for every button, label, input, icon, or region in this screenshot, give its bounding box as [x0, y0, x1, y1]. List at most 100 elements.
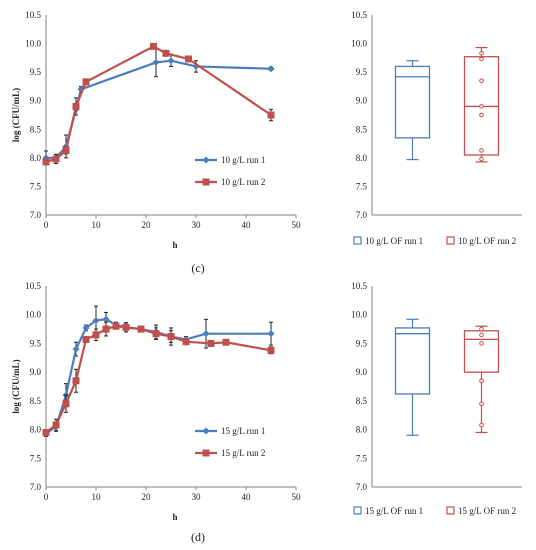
x-tick-label: 0 [44, 492, 49, 502]
y-tick-label: 8.5 [30, 396, 42, 406]
y-axis-label: log (CFU/mL) [11, 88, 21, 142]
data-point [150, 42, 157, 50]
x-tick-label: 40 [242, 220, 252, 230]
panel-label-c: (c) [191, 261, 204, 275]
y-tick-label: 8.5 [356, 396, 368, 406]
legend-label: 15 g/L run 1 [221, 426, 265, 436]
box-1: 10 g/L OF run 1 [353, 60, 431, 246]
x-axis-label: h [172, 240, 177, 250]
legend-label: 15 g/L OF run 1 [365, 506, 423, 516]
chart-d-box: 7.0 7.5 8.0 8.5 9.0 9.5 10.0 10.5 15 g/L OF run … [351, 281, 522, 516]
panel-label-d: (d) [191, 530, 205, 544]
y-tick-label: 10.5 [25, 281, 41, 291]
data-point [52, 155, 60, 163]
data-point [72, 377, 80, 385]
y-tick-label: 9.5 [30, 338, 42, 348]
data-point [185, 55, 192, 63]
y-tick-label: 8.5 [30, 124, 42, 134]
x-tick-label: 50 [292, 220, 302, 230]
box-point [479, 148, 484, 153]
data-point [72, 345, 80, 353]
y-tick-label: 10.0 [25, 310, 41, 320]
y-tick-label: 8.0 [356, 425, 368, 435]
legend-swatch [446, 506, 455, 515]
x-axis-label: h [172, 512, 177, 522]
series-line [46, 59, 272, 159]
y-tick-label: 7.5 [356, 453, 368, 463]
y-tick-label: 10.0 [351, 39, 367, 49]
x-tick-label: 30 [192, 220, 202, 230]
legend-swatch [353, 236, 362, 245]
y-tick-label: 7.0 [356, 210, 368, 220]
y-tick-label: 9.5 [30, 67, 42, 77]
y-axis-label: log (CFU/mL) [11, 359, 21, 413]
legend-label: 10 g/L run 1 [221, 155, 265, 165]
legend-marker [202, 449, 210, 457]
data-point [92, 316, 100, 324]
y-tick-label: 8.0 [30, 425, 42, 435]
data-point [207, 339, 215, 347]
x-tick-label: 0 [44, 220, 49, 230]
box-point [479, 422, 484, 428]
data-point [202, 330, 210, 338]
data-point [152, 330, 160, 338]
data-point [162, 49, 170, 57]
legend-marker [202, 178, 210, 186]
x-tick-label: 20 [142, 220, 152, 230]
box-point [479, 378, 484, 384]
data-point [152, 58, 160, 66]
y-tick-label: 7.5 [356, 181, 368, 191]
data-point [42, 158, 50, 166]
data-point [102, 325, 110, 333]
data-point [267, 346, 275, 354]
box-point [479, 341, 484, 346]
y-tick-label: 9.0 [30, 96, 42, 106]
y-tick-label: 9.5 [356, 67, 368, 77]
x-tick-label: 50 [292, 492, 302, 502]
y-tick-label: 9.0 [30, 367, 42, 377]
box-point [479, 326, 484, 332]
y-tick-label: 8.5 [356, 124, 368, 134]
data-point [267, 111, 275, 119]
legend-marker [202, 156, 210, 164]
data-point [137, 325, 145, 333]
chart-c-line: 7.0 7.5 8.0 8.5 9.0 9.5 10.0 10.5 0 10 20 30 40 50 h lo… [11, 10, 301, 250]
y-tick-label: 8.0 [30, 153, 42, 163]
data-point [102, 315, 110, 323]
x-tick-label: 20 [142, 492, 152, 502]
data-point [122, 323, 130, 331]
y-tick-label: 10.5 [351, 281, 367, 291]
box-point [479, 156, 484, 162]
box-point [479, 332, 484, 338]
box-iqr [394, 65, 431, 139]
y-tick-label: 9.5 [356, 338, 368, 348]
x-tick-label: 10 [92, 220, 102, 230]
y-tick-label: 9.0 [356, 367, 368, 377]
x-tick-label: 40 [242, 492, 252, 502]
box-iqr [394, 327, 431, 395]
legend-swatch [446, 236, 455, 245]
data-point [52, 421, 60, 429]
data-point [62, 146, 70, 154]
legend-label: 10 g/L run 2 [221, 177, 265, 187]
series-line [45, 45, 272, 163]
y-tick-label: 10.5 [351, 10, 367, 20]
x-tick-label: 30 [192, 492, 202, 502]
box-point [479, 50, 484, 56]
box-point [479, 112, 484, 118]
box-2: 15 g/L OF run 2 [446, 325, 516, 516]
data-point [112, 322, 120, 330]
series-2: 15 g/L run 2 [42, 321, 275, 458]
box-point [479, 401, 484, 407]
legend-swatch [353, 506, 362, 515]
data-point [82, 78, 90, 86]
box-point [479, 56, 484, 62]
data-point [267, 65, 275, 73]
chart-c-box: 7.0 7.5 8.0 8.5 9.0 9.5 10.0 10.5 10 g/L OF run … [351, 10, 522, 246]
y-tick-label: 7.5 [30, 181, 42, 191]
legend-label: 10 g/L OF run 1 [365, 236, 423, 246]
y-tick-label: 7.5 [30, 453, 42, 463]
y-tick-label: 7.0 [356, 482, 368, 492]
series-line [45, 325, 272, 434]
